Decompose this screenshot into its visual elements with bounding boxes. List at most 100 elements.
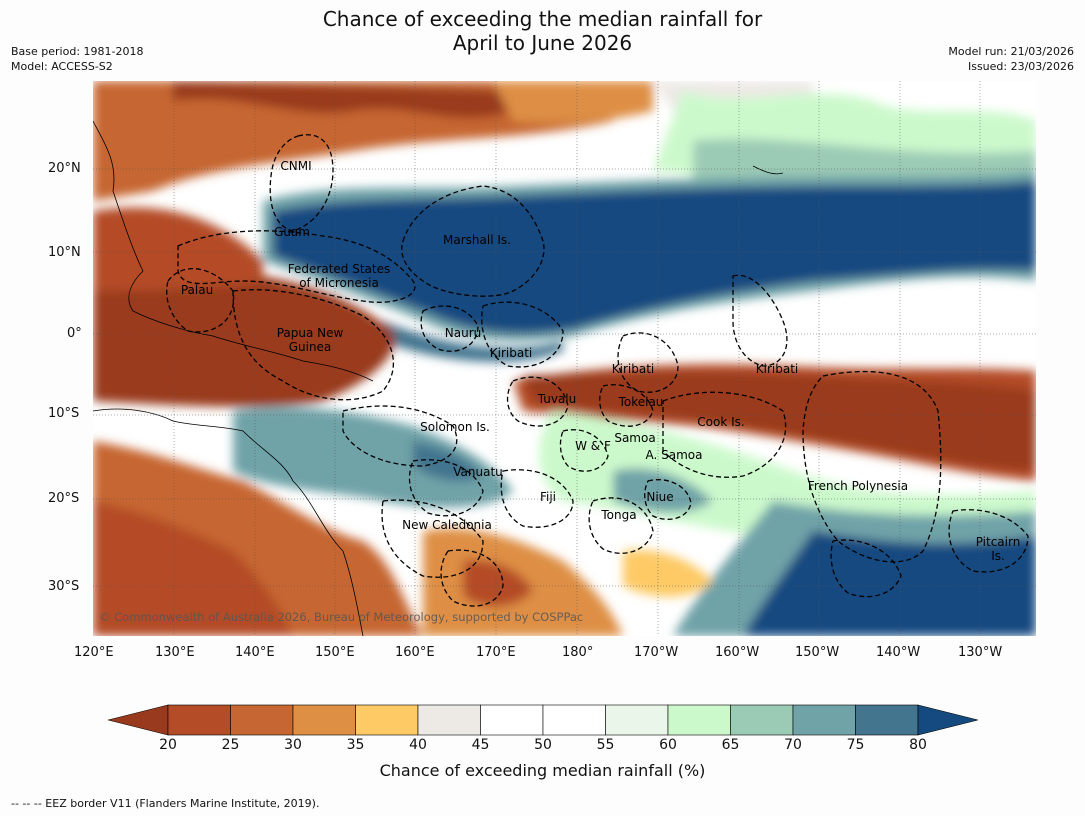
colorbar-segment: [792, 704, 856, 736]
label-vanuatu: Vanuatu: [453, 465, 503, 479]
label-tuvalu: Tuvalu: [537, 392, 577, 406]
label-cook-is: Cook Is.: [697, 415, 745, 429]
rainfall-fields: [93, 81, 1036, 636]
label-solomon-is: Solomon Is.: [420, 420, 490, 434]
colorbar-tick-label: 40: [409, 737, 427, 753]
label-niue: Niue: [646, 490, 674, 504]
x-tick-label: 160°E: [395, 645, 435, 660]
y-tick-label: 10°N: [48, 245, 81, 260]
colorbar-segment: [542, 704, 606, 736]
eez-austral: [830, 539, 902, 598]
colorbar-tick-label: 60: [659, 737, 677, 753]
label-pitcairn: Pitcairn Is.: [976, 535, 1021, 563]
label-tokelau: Tokelau: [618, 395, 664, 409]
label-cnmi: CNMI: [280, 159, 312, 173]
label-guam: Guam: [274, 225, 310, 239]
colorbar-tick-label: 55: [596, 737, 615, 753]
eez-kiribati-west: [481, 301, 564, 368]
label-wallis-futuna: W & F: [575, 439, 611, 453]
eez-png: [232, 289, 394, 401]
colorbar-tick-label: 75: [846, 737, 865, 753]
colorbar-segment: [355, 704, 419, 736]
colorbar: [108, 704, 978, 736]
eez-marshall: [401, 185, 545, 297]
north-dry-region-2: [493, 81, 653, 123]
eez-pitcairn: [948, 509, 1029, 573]
base-period: Base period: 1981-2018: [11, 45, 144, 58]
label-png-line1: Papua New: [276, 326, 344, 340]
equatorial-wet-band: [273, 181, 1036, 334]
north-very-dry-region: [173, 81, 513, 119]
colorbar-tick-label: 45: [471, 737, 490, 753]
x-tick-label: 130°W: [958, 645, 1003, 660]
colorbar-tick-label: 20: [159, 737, 177, 753]
eez-fiji: [500, 469, 574, 528]
gridlines: [93, 81, 1036, 636]
x-tick-label: 130°E: [155, 645, 195, 660]
eez-kiribati-central: [617, 332, 679, 393]
label-samoa: Samoa: [614, 431, 656, 445]
rainfall-map: CNMI Guam Marshall Is. Federated States …: [93, 81, 1036, 636]
title-line-1: Chance of exceeding the median rainfall …: [322, 7, 763, 31]
map-fill: [93, 81, 1036, 636]
eez-cook: [662, 391, 787, 478]
colorbar-tick-label: 80: [909, 737, 927, 753]
hawaii-coastline: [752, 165, 784, 175]
title-line-2: April to June 2026: [452, 31, 633, 55]
label-nauru: Nauru: [444, 326, 482, 340]
colorbar-segment: [855, 704, 919, 736]
label-png-line2: Guinea: [288, 340, 332, 354]
vanuatu-wet-patch: [413, 441, 483, 482]
chart-title: Chance of exceeding the median rainfall …: [0, 7, 1085, 55]
label-tonga: Tonga: [601, 508, 637, 522]
model-run: Model run: 21/03/2026: [948, 45, 1074, 58]
southwest-very-dry-region: [93, 501, 293, 636]
eez-tonga: [588, 497, 654, 554]
western-coastline: [93, 120, 374, 382]
eez-cnmi-guam: [269, 134, 334, 232]
niue-wet-patch: [613, 468, 713, 513]
y-tick-label: 10°S: [48, 406, 80, 421]
colorbar-tick-label: 50: [534, 737, 552, 753]
melanesia-wet-region: [233, 406, 513, 508]
label-fiji: Fiji: [539, 490, 557, 504]
eez-tuvalu: [506, 376, 569, 427]
label-new-caledonia: New Caledonia: [402, 518, 492, 532]
x-tick-label: 140°W: [876, 645, 921, 660]
eez-nauru: [420, 305, 479, 352]
eez-tokelau: [599, 384, 654, 427]
issued-date: Issued: 23/03/2026: [967, 60, 1074, 73]
south-equatorial-dry-band: [523, 372, 1036, 471]
colorbar-segment: [605, 704, 669, 736]
x-tick-label: 150°W: [795, 645, 840, 660]
colorbar-segment: [480, 704, 544, 736]
label-png: Papua New Guinea: [277, 326, 344, 354]
colorbar-tick-label: 65: [721, 737, 740, 753]
colorbar-segment: [667, 704, 731, 736]
model-name: Model: ACCESS-S2: [11, 60, 113, 73]
colorbar-tick-label: 70: [784, 737, 802, 753]
y-tick-label: 20°S: [48, 491, 80, 506]
y-tick-label: 0°: [67, 326, 82, 341]
eez-new-caledonia: [381, 499, 484, 578]
eez-kiribati-east: [732, 274, 788, 367]
colorbar-segment: [167, 704, 231, 736]
label-pitcairn-line2: Is.: [991, 549, 1005, 563]
southeast-very-wet-region: [743, 531, 1036, 636]
x-tick-label: 180°: [562, 645, 594, 660]
x-tick-label: 160°W: [715, 645, 760, 660]
label-pitcairn-line1: Pitcairn: [975, 535, 1021, 549]
eez-palau: [166, 268, 235, 333]
x-tick-label: 170°W: [634, 645, 679, 660]
meta-left: Base period: 1981-2018 Model: ACCESS-S2: [11, 44, 143, 74]
colorbar-segment: [230, 704, 294, 736]
y-tick-label: 30°S: [48, 579, 80, 594]
wet-fringe: [383, 321, 563, 362]
colorbar-extend-high: [917, 704, 978, 736]
label-fsm-line1: Federated States: [287, 262, 391, 276]
colorbar-tick-label: 25: [221, 737, 240, 753]
label-fsm-line2: of Micronesia: [299, 276, 379, 290]
eez-footnote: -- -- -- EEZ border V11 (Flanders Marine…: [11, 797, 320, 810]
label-fsm: Federated States of Micronesia: [288, 262, 390, 290]
coastlines: [93, 120, 784, 636]
